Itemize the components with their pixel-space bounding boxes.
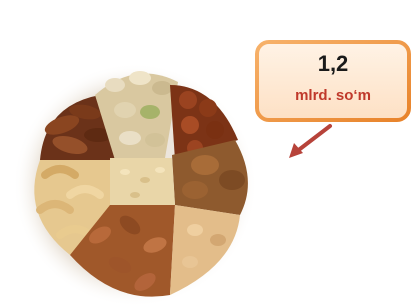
peanut — [210, 234, 226, 246]
nut-pile — [13, 63, 257, 306]
callout-unit: mlrd. so‘m — [295, 87, 371, 104]
peanut — [187, 224, 203, 236]
pistachio — [140, 105, 160, 119]
peanut — [182, 256, 198, 268]
pistachio — [145, 133, 165, 147]
pistachio — [152, 81, 172, 95]
hazelnut — [199, 99, 217, 117]
pine-nut — [130, 192, 140, 198]
pistachio — [114, 102, 136, 118]
pistachio — [119, 131, 141, 145]
callout: 1,2 mlrd. so‘m — [257, 42, 409, 158]
pine-nut — [140, 177, 150, 183]
walnut — [182, 181, 208, 199]
hazelnut — [179, 91, 197, 109]
pistachio — [105, 78, 125, 92]
callout-amount: 1,2 — [318, 51, 349, 76]
pine-nut — [120, 169, 130, 175]
walnut — [191, 155, 219, 175]
pine-nut — [155, 167, 165, 173]
walnut — [219, 170, 245, 190]
page: 1,2 mlrd. so‘m (() => { const data = JSO… — [0, 0, 412, 306]
scene: 1,2 mlrd. so‘m — [0, 0, 412, 306]
hazelnut — [206, 121, 224, 139]
hazelnut — [181, 116, 199, 134]
pistachio — [129, 71, 151, 85]
callout-arrow — [296, 126, 330, 152]
